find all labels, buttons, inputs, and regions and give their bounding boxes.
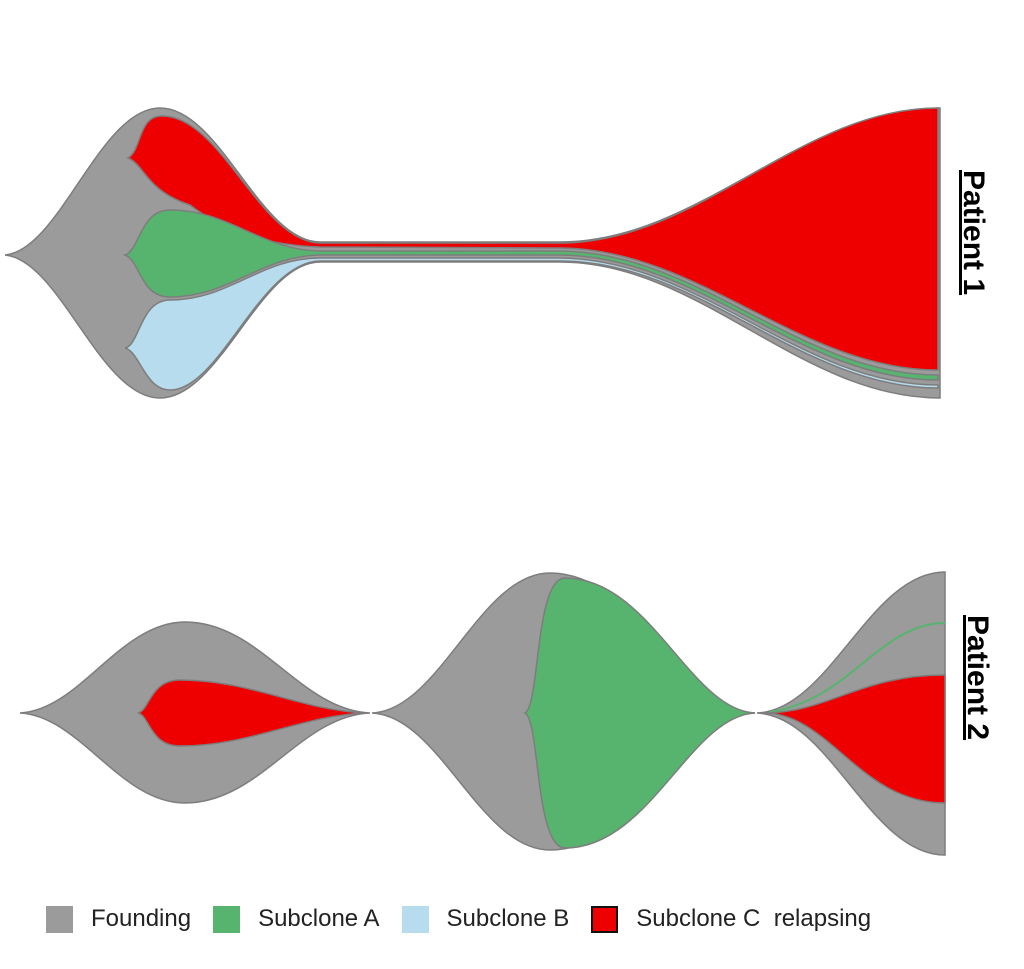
p1-subclone-a — [122, 209, 939, 381]
legend-item-founding: Founding — [46, 905, 191, 933]
legend-item-subclone-a: Subclone A — [213, 905, 380, 933]
p1-subclone-b — [124, 257, 939, 391]
legend-item-subclone-b: Subclone B — [401, 905, 570, 933]
patient-2-plot — [19, 571, 946, 856]
founding-swatch — [46, 905, 73, 933]
legend-label: Subclone A — [258, 905, 380, 932]
legend: Founding Subclone A Subclone B Subclone … — [46, 905, 893, 933]
p2-subclone-c-1 — [137, 679, 366, 747]
p2-subclone-a-thin — [769, 622, 946, 713]
patient-2-label: Patient 2 — [961, 615, 994, 741]
legend-label: Founding — [91, 905, 192, 932]
legend-item-subclone-c: Subclone C relapsing — [591, 905, 871, 933]
legend-label: Subclone C relapsing — [636, 905, 872, 932]
patient-1-plot — [4, 107, 941, 399]
legend-label: Subclone B — [446, 905, 570, 932]
patient-1-label: Patient 1 — [957, 170, 990, 296]
subclone-b-swatch — [401, 905, 429, 933]
subclone-c-swatch — [591, 905, 619, 933]
subclone-a-swatch — [213, 905, 241, 933]
p2-subclone-c-2 — [764, 674, 946, 804]
p2-subclone-a — [523, 577, 756, 849]
